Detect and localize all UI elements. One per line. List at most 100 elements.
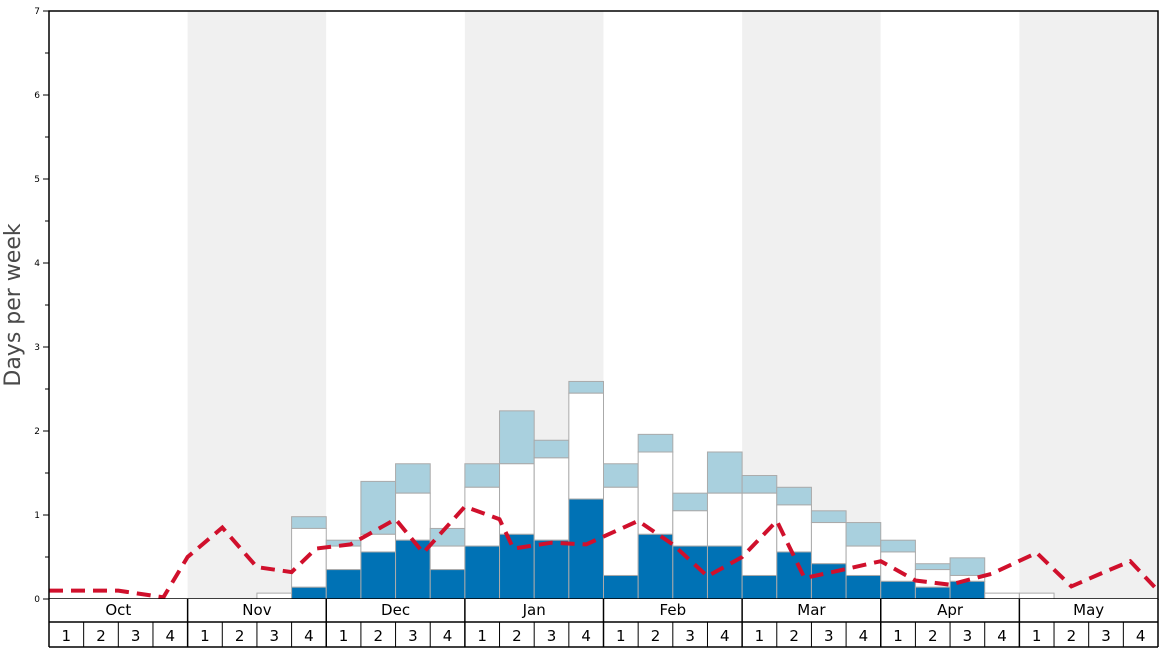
- y-tick-label: 1: [34, 511, 40, 521]
- week-label: 2: [1067, 627, 1077, 645]
- bar-white-20: [741, 492, 778, 576]
- month-band-nov: [187, 11, 327, 599]
- month-label-mar: Mar: [797, 601, 826, 619]
- y-tick-label: 4: [34, 259, 40, 269]
- bar-dark-21: [776, 551, 812, 600]
- bar-light-23: [845, 522, 882, 547]
- month-label-jan: Jan: [522, 601, 546, 619]
- week-label: 2: [235, 627, 245, 645]
- bar-dark-26: [949, 580, 986, 600]
- bar-light-15: [568, 380, 604, 394]
- month-label-may: May: [1073, 601, 1104, 619]
- bar-light-7: [291, 516, 327, 529]
- month-band-may: [1019, 11, 1158, 599]
- month-band-oct: [49, 11, 188, 599]
- bar-white-22: [810, 522, 847, 565]
- week-label: 4: [581, 627, 591, 645]
- month-band-apr: [880, 11, 1020, 599]
- bar-light-18: [672, 492, 708, 512]
- bar-white-10: [395, 492, 431, 541]
- week-label: 1: [616, 627, 626, 645]
- week-label: 2: [651, 627, 661, 645]
- week-label: 3: [131, 627, 141, 645]
- bar-dark-9: [360, 551, 397, 600]
- week-label: 2: [928, 627, 938, 645]
- bar-dark-13: [499, 533, 535, 600]
- week-label: 4: [720, 627, 730, 645]
- week-label: 4: [166, 627, 176, 645]
- bar-light-19: [706, 451, 743, 494]
- bar-light-25: [914, 563, 951, 571]
- bar-light-12: [464, 463, 501, 488]
- bar-light-21: [776, 486, 812, 506]
- week-label: 2: [512, 627, 522, 645]
- bar-light-16: [603, 463, 639, 488]
- x-axis: Oct 1 2 3 4 Nov 1 2 3 4 Dec 1 2 3 4 Jan 1 2 3 4 Feb 1 2 3 4 Mar 1 2…: [48, 599, 1159, 648]
- bar-light-9: [360, 480, 397, 535]
- week-label: 2: [96, 627, 106, 645]
- bar-dark-23: [845, 574, 882, 600]
- week-label: 1: [477, 627, 487, 645]
- week-label: 4: [997, 627, 1007, 645]
- bar-white-24: [880, 551, 916, 582]
- week-label: 1: [893, 627, 903, 645]
- month-label-dec: Dec: [381, 601, 410, 619]
- month-label-apr: Apr: [937, 601, 964, 619]
- week-label: 4: [1136, 627, 1146, 645]
- week-label: 1: [1032, 627, 1042, 645]
- bar-light-13: [499, 410, 535, 465]
- bar-white-27: [984, 592, 1020, 600]
- week-label: 2: [789, 627, 799, 645]
- bar-light-14: [533, 439, 570, 459]
- trend-dashed-line: [49, 504, 1160, 600]
- y-axis: 0 1 2 3 4 5 6 7: [34, 7, 49, 605]
- bar-light-26: [949, 557, 986, 576]
- week-label: 3: [685, 627, 695, 645]
- bar-light-10: [395, 463, 431, 494]
- week-label: 4: [304, 627, 314, 645]
- bar-white-11: [429, 545, 466, 571]
- bar-white-8: [325, 545, 362, 571]
- week-label: 3: [269, 627, 279, 645]
- y-tick-label: 3: [34, 343, 40, 353]
- bar-white-16: [603, 486, 639, 576]
- bar-white-17: [637, 451, 674, 535]
- week-label: 1: [339, 627, 349, 645]
- week-label: 3: [547, 627, 557, 645]
- y-axis-title: Days per week: [1, 223, 26, 386]
- bar-dark-15: [568, 498, 604, 600]
- bar-white-6: [256, 592, 293, 600]
- bar-white-28: [1018, 592, 1055, 600]
- bar-dark-10: [395, 539, 431, 600]
- bar-light-17: [637, 433, 674, 453]
- bar-dark-14: [533, 539, 570, 600]
- bar-white-19: [706, 492, 743, 547]
- bar-dark-16: [603, 574, 639, 600]
- bars-layer: [256, 380, 1055, 600]
- month-label-feb: Feb: [660, 601, 687, 619]
- week-label: 1: [200, 627, 210, 645]
- bar-dark-8: [325, 569, 362, 600]
- bar-dark-20: [741, 574, 778, 600]
- y-tick-label: 6: [34, 91, 40, 101]
- bar-light-22: [810, 510, 847, 524]
- week-label: 1: [755, 627, 765, 645]
- bar-white-15: [568, 392, 604, 500]
- bar-light-24: [880, 539, 916, 553]
- week-label: 2: [373, 627, 383, 645]
- bar-dark-25: [914, 586, 951, 600]
- bar-dark-17: [637, 533, 674, 600]
- bar-white-14: [533, 457, 570, 541]
- y-tick-label: 0: [34, 595, 40, 605]
- month-label-oct: Oct: [105, 601, 131, 619]
- week-label: 1: [62, 627, 72, 645]
- bar-white-18: [672, 510, 708, 547]
- bar-white-13: [499, 463, 535, 535]
- week-label: 4: [859, 627, 869, 645]
- y-tick-label: 2: [34, 427, 40, 437]
- week-label: 3: [824, 627, 834, 645]
- bar-light-20: [741, 475, 778, 494]
- bar-light-11: [429, 527, 466, 547]
- week-label: 3: [1101, 627, 1111, 645]
